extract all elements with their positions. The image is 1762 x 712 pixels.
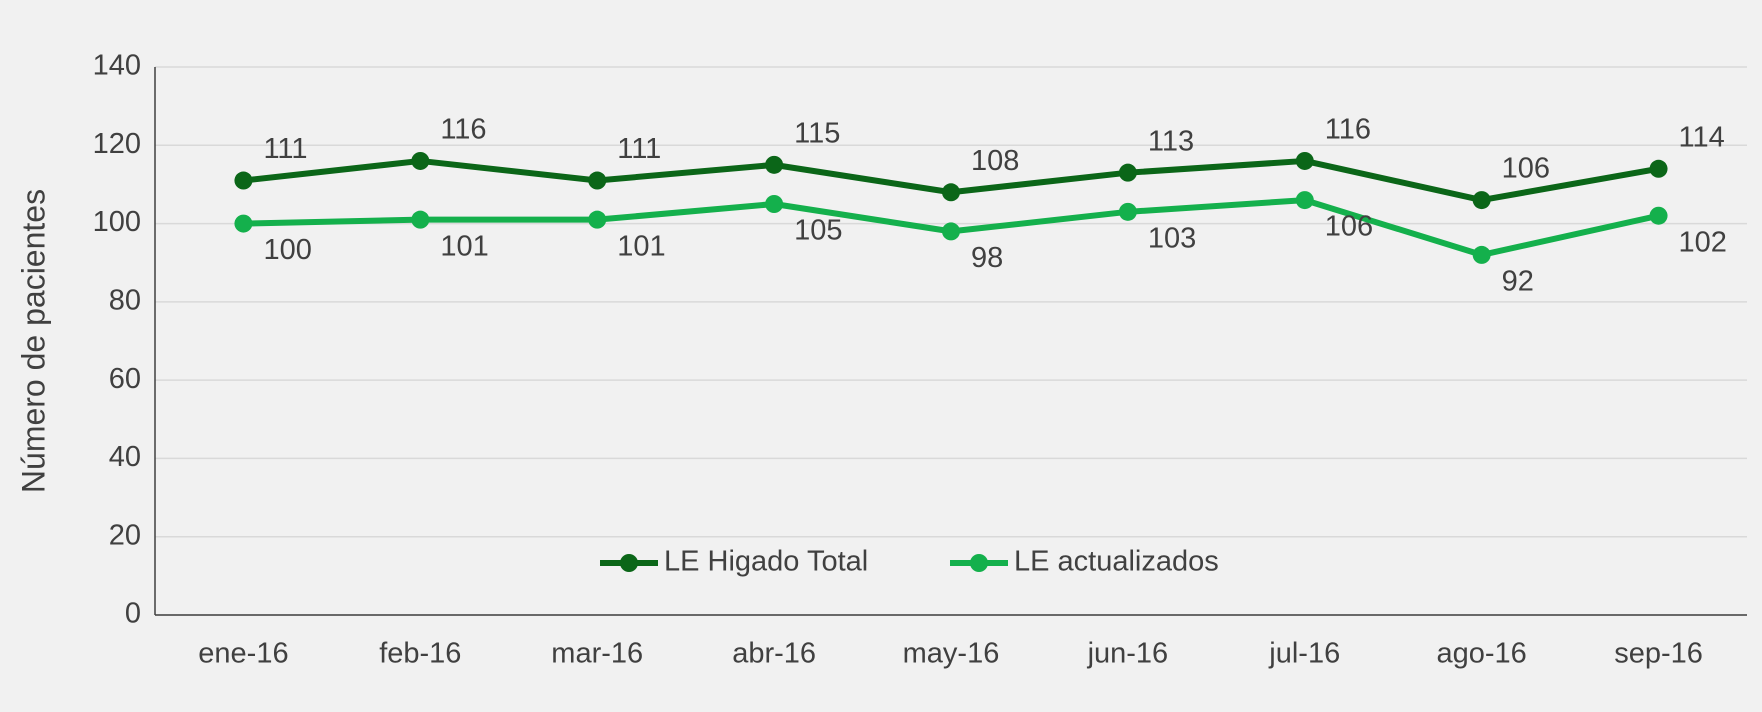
data-label: 115	[794, 118, 840, 150]
data-label: 92	[1502, 266, 1534, 298]
legend-label: LE actualizados	[1014, 546, 1219, 578]
data-label: 108	[971, 145, 1019, 177]
x-tick-label: ene-16	[198, 638, 288, 670]
data-label: 116	[440, 114, 486, 146]
legend-marker	[970, 554, 988, 572]
x-tick-label: ago-16	[1437, 638, 1527, 670]
point	[1295, 151, 1314, 170]
x-tick-label: feb-16	[379, 638, 461, 670]
point	[1649, 206, 1668, 225]
x-tick-label: jul-16	[1268, 638, 1340, 670]
data-label: 106	[1325, 211, 1373, 243]
point	[1295, 191, 1314, 210]
y-tick-label: 140	[93, 50, 141, 82]
y-tick-label: 80	[109, 285, 141, 317]
point	[765, 195, 784, 213]
data-label: 111	[617, 133, 661, 165]
data-label: 116	[1325, 114, 1371, 146]
point	[1118, 202, 1137, 221]
data-label: 101	[617, 230, 665, 262]
point	[234, 214, 253, 233]
point	[234, 171, 253, 190]
legend-label: LE Higado Total	[664, 546, 868, 578]
legend-marker	[620, 554, 638, 572]
point	[411, 151, 430, 170]
point	[942, 222, 960, 241]
x-tick-label: may-16	[903, 638, 1000, 670]
data-label: 101	[440, 230, 488, 262]
x-tick-label: sep-16	[1614, 638, 1703, 670]
point	[588, 210, 607, 229]
data-label: 102	[1679, 226, 1727, 258]
point	[942, 183, 960, 202]
data-label: 105	[794, 215, 842, 247]
x-tick-label: abr-16	[732, 638, 816, 670]
data-label: 103	[1148, 222, 1196, 254]
data-label: 113	[1148, 125, 1194, 157]
point	[1649, 159, 1668, 178]
y-tick-label: 0	[125, 598, 141, 630]
point	[411, 210, 430, 229]
data-label: 106	[1502, 153, 1550, 185]
point	[1472, 245, 1491, 264]
data-label: 100	[263, 234, 311, 266]
data-label: 111	[263, 133, 307, 165]
y-axis-label: Número de pacientes	[15, 189, 51, 493]
data-label: 114	[1679, 121, 1725, 153]
y-tick-label: 60	[109, 363, 141, 395]
y-tick-label: 120	[93, 128, 141, 160]
point	[765, 155, 784, 174]
x-tick-label: jun-16	[1087, 638, 1169, 670]
point	[1118, 163, 1137, 182]
x-tick-label: mar-16	[551, 638, 643, 670]
data-label: 98	[971, 242, 1003, 274]
y-tick-label: 100	[93, 206, 141, 238]
point	[1472, 191, 1491, 210]
point	[588, 171, 607, 190]
y-tick-label: 20	[109, 519, 141, 551]
y-tick-label: 40	[109, 441, 141, 473]
